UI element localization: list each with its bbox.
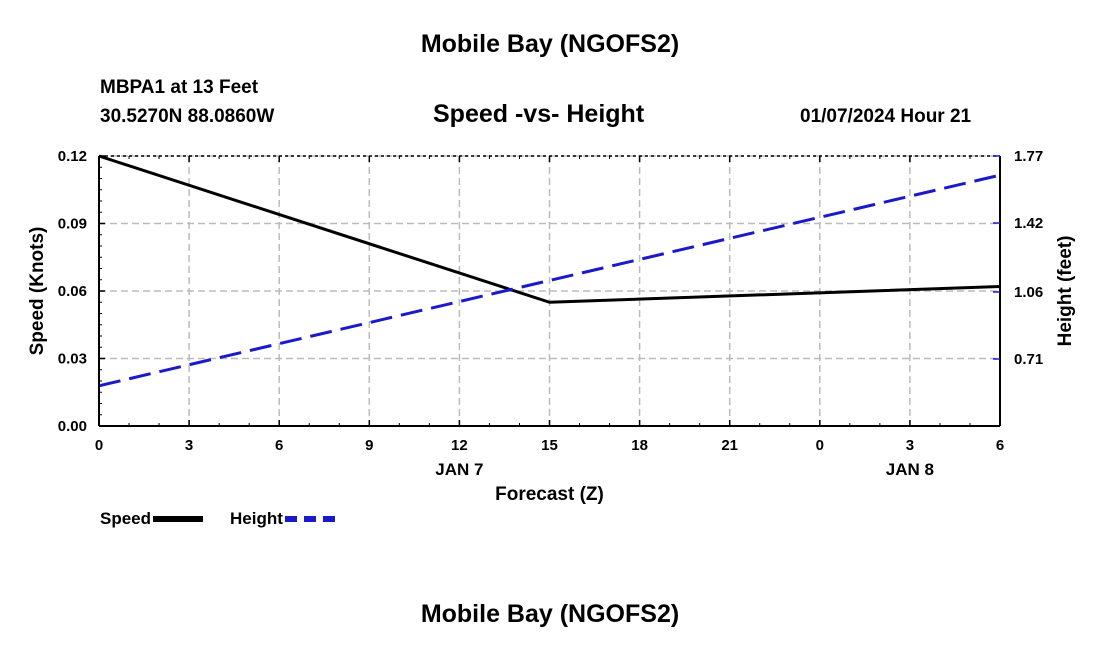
axis-labels: 0 3 6 9 12 15 18 21 0 3 6 JAN 7 JAN 8 Forecast (Z) 0.0… <box>27 148 1076 505</box>
y-tick-label: 0.09 <box>58 216 87 233</box>
y-tick-label: 0.12 <box>58 148 87 165</box>
x-axis-title: Forecast (Z) <box>495 484 604 505</box>
chart-title: Speed -vs- Height <box>433 100 645 128</box>
x-tick-label: 6 <box>996 437 1004 454</box>
y2-tick-label: 0.71 <box>1014 351 1043 368</box>
x-tick-label: 18 <box>631 437 648 454</box>
axis-ticks <box>98 155 1001 427</box>
x-tick-label: 9 <box>365 437 373 454</box>
x-date-label: JAN 8 <box>886 460 934 479</box>
speed-height-chart: 0 3 6 9 12 15 18 21 0 3 6 JAN 7 JAN 8 Forecast (Z) 0.0… <box>27 148 1076 505</box>
footer-title: Mobile Bay (NGOFS2) <box>420 600 680 628</box>
legend-height-swatch <box>284 516 335 522</box>
x-tick-label: 3 <box>185 437 193 454</box>
station-coordinates: 30.5270N 88.0860W <box>100 106 275 127</box>
y-tick-label: 0.06 <box>58 283 87 300</box>
x-tick-label: 3 <box>906 437 914 454</box>
x-tick-label: 0 <box>95 437 103 454</box>
y-tick-label: 0.00 <box>58 418 87 435</box>
chart-datetime: 01/07/2024 Hour 21 <box>800 106 972 127</box>
y-tick-label: 0.03 <box>58 351 87 368</box>
y-axis-title: Speed (Knots) <box>27 227 48 356</box>
legend-speed: Speed <box>100 509 204 529</box>
legend-height: Height <box>230 509 335 529</box>
x-tick-label: 21 <box>721 437 738 454</box>
legend-speed-swatch <box>153 516 204 522</box>
page-title: Mobile Bay (NGOFS2) <box>420 30 680 58</box>
x-tick-label: 6 <box>275 437 283 454</box>
series-lines <box>98 154 1001 388</box>
x-tick-label: 15 <box>541 437 558 454</box>
series-speed-line <box>98 154 1001 304</box>
station-name: MBPA1 at 13 Feet <box>100 77 259 98</box>
y2-tick-label: 1.06 <box>1014 284 1043 301</box>
y2-tick-label: 1.42 <box>1014 215 1043 232</box>
y2-tick-label: 1.77 <box>1014 148 1043 165</box>
x-tick-label: 0 <box>816 437 824 454</box>
x-tick-label: 12 <box>451 437 468 454</box>
x-date-label: JAN 7 <box>435 460 483 479</box>
legend-speed-label: Speed <box>100 509 152 528</box>
y2-axis-title: Height (feet) <box>1055 236 1076 347</box>
legend-height-label: Height <box>230 509 283 528</box>
